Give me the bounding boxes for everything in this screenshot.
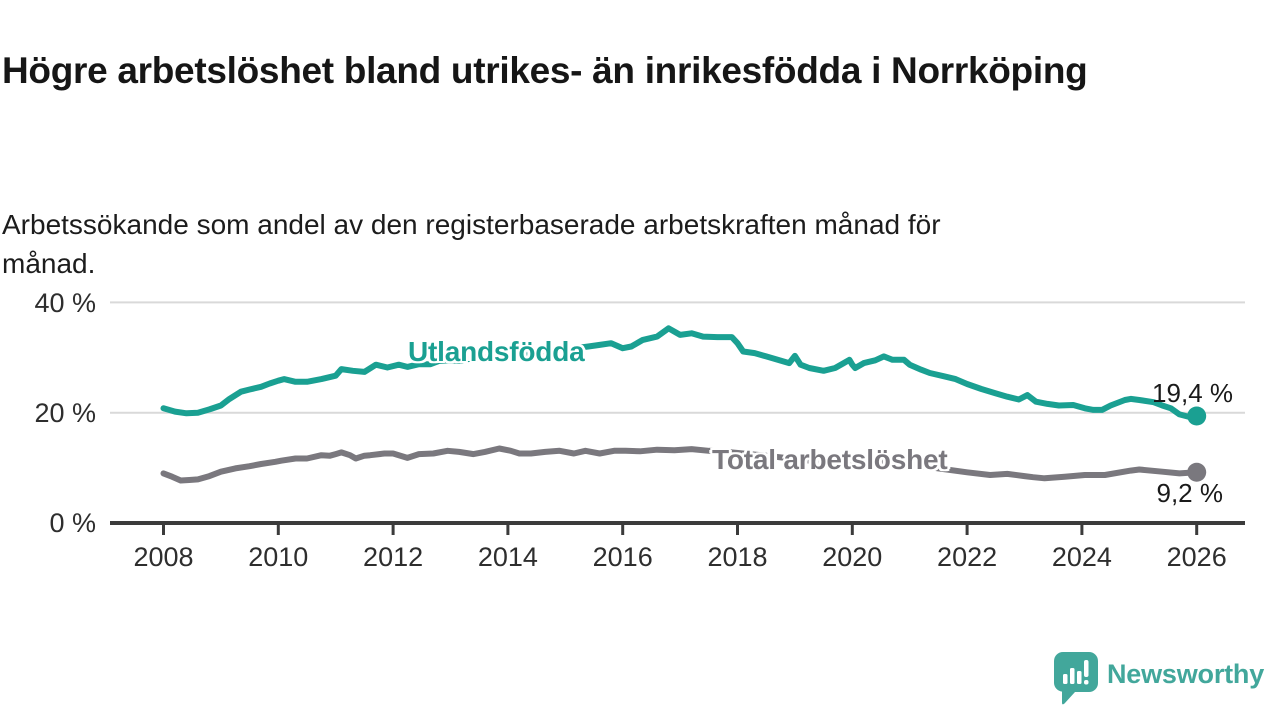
series-line-1	[160, 445, 1200, 484]
y-tick-label-40: 40 %	[34, 288, 96, 318]
y-tick-label-20: 20 %	[34, 398, 96, 428]
x-tick-label-2022: 2022	[937, 542, 998, 572]
x-tick-label-2010: 2010	[248, 542, 309, 572]
x-tick-label-2014: 2014	[477, 542, 538, 572]
x-tick-label-2012: 2012	[363, 542, 424, 572]
newsworthy-wordmark: Newsworthy	[1107, 659, 1265, 689]
x-axis	[110, 521, 1245, 535]
x-tick-label-2020: 2020	[822, 542, 883, 572]
series-lines	[160, 325, 1207, 484]
x-tick-label-2008: 2008	[133, 542, 194, 572]
newsworthy-bubble-chart-icon	[1054, 652, 1098, 705]
series-label-utlandsfodda: Utlandsfödda	[408, 336, 585, 367]
x-tick-label-2026: 2026	[1166, 542, 1227, 572]
chart-subtitle: Arbetssökande som andel av den registerb…	[2, 209, 941, 279]
chart-title: Högre arbetslöshet bland utrikes- än inr…	[2, 49, 1088, 91]
gridlines	[110, 301, 1245, 414]
end-value-label-total: 9,2 %	[1156, 478, 1224, 508]
y-tick-label-0: 0 %	[49, 508, 96, 538]
newsworthy-logo-link[interactable]: Newsworthy	[1054, 652, 1264, 708]
series-line-0	[160, 325, 1200, 420]
end-value-label-utlandsfodda: 19,4 %	[1152, 378, 1233, 408]
x-tick-label-2018: 2018	[707, 542, 768, 572]
x-tick-label-2016: 2016	[592, 542, 653, 572]
x-tick-label-2024: 2024	[1051, 542, 1112, 572]
series-label-total-arbetsloshet: Total arbetslöshet	[712, 444, 948, 475]
series-end-dot-0	[1187, 406, 1207, 426]
series-end-dot-1	[1187, 462, 1207, 482]
